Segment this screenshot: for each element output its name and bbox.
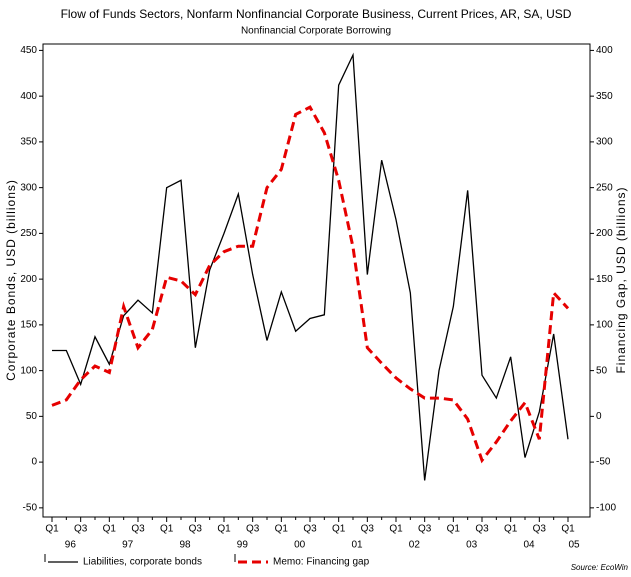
x-tick-label: Q3 <box>418 524 432 535</box>
x-tick-label: Q1 <box>504 524 518 535</box>
x-tick-label: Q1 <box>103 524 117 535</box>
x-year-label: 04 <box>523 540 535 551</box>
y-tick-label: -50 <box>23 502 38 513</box>
y2-tick-label: 400 <box>596 45 613 56</box>
x-year-label: 01 <box>351 540 363 551</box>
y2-tick-label: 300 <box>596 137 613 148</box>
x-year-label: 02 <box>409 540 421 551</box>
y2-tick-label: 350 <box>596 91 613 102</box>
x-tick-label: Q3 <box>533 524 547 535</box>
x-tick-label: Q3 <box>131 524 145 535</box>
x-tick-label: Q1 <box>45 524 59 535</box>
y-tick-label: 400 <box>20 91 37 102</box>
chart-subtitle: Flow of Funds Sectors, Nonfarm Nonfinanc… <box>61 7 572 21</box>
y-tick-label: 300 <box>20 182 37 193</box>
y-axis-label: Corporate Bonds, USD (billions) <box>4 179 18 381</box>
x-year-label: 05 <box>568 540 580 551</box>
chart-title: Nonfinancial Corporate Borrowing <box>241 26 391 37</box>
y-tick-label: 100 <box>20 365 37 376</box>
legend-label: Memo: Financing gap <box>273 557 370 568</box>
y2-tick-label: 200 <box>596 228 613 239</box>
x-tick-label: Q3 <box>189 524 203 535</box>
x-tick-label: Q3 <box>361 524 375 535</box>
x-tick-label: Q1 <box>561 524 575 535</box>
x-year-label: 03 <box>466 540 478 551</box>
y2-tick-label: 100 <box>596 320 613 331</box>
x-year-label: 00 <box>294 540 306 551</box>
y2-tick-label: 50 <box>596 365 608 376</box>
y2-tick-label: -50 <box>596 457 611 468</box>
series-line <box>52 52 569 481</box>
x-year-label: 97 <box>122 540 134 551</box>
y-tick-label: 250 <box>20 228 37 239</box>
x-tick-label: Q1 <box>217 524 231 535</box>
y-tick-label: 150 <box>20 320 37 331</box>
source: Source: EcoWin <box>571 563 629 572</box>
x-tick-label: Q3 <box>303 524 317 535</box>
legend-label: Liabilities, corporate bonds <box>83 557 202 568</box>
y-tick-label: 50 <box>26 411 38 422</box>
y-tick-label: 350 <box>20 137 37 148</box>
x-tick-label: Q1 <box>332 524 346 535</box>
y-tick-label: 200 <box>20 274 37 285</box>
y-tick-label: 450 <box>20 45 37 56</box>
y2-tick-label: 150 <box>596 274 613 285</box>
series-line <box>51 105 570 464</box>
x-tick-label: Q1 <box>447 524 461 535</box>
x-tick-label: Q1 <box>389 524 403 535</box>
x-tick-label: Q3 <box>475 524 489 535</box>
x-tick-label: Q3 <box>246 524 260 535</box>
y2-tick-label: -100 <box>596 502 616 513</box>
x-tick-label: Q1 <box>160 524 174 535</box>
y-tick-label: 0 <box>31 457 37 468</box>
x-tick-label: Q1 <box>275 524 289 535</box>
y2-tick-label: 0 <box>596 411 602 422</box>
x-tick-label: Q3 <box>74 524 88 535</box>
x-year-label: 96 <box>65 540 77 551</box>
x-year-label: 98 <box>179 540 191 551</box>
y2-tick-label: 250 <box>596 182 613 193</box>
y2-axis-label: Financing Gap, USD (billions) <box>614 186 628 373</box>
x-year-label: 99 <box>237 540 249 551</box>
plot-frame <box>42 43 591 518</box>
